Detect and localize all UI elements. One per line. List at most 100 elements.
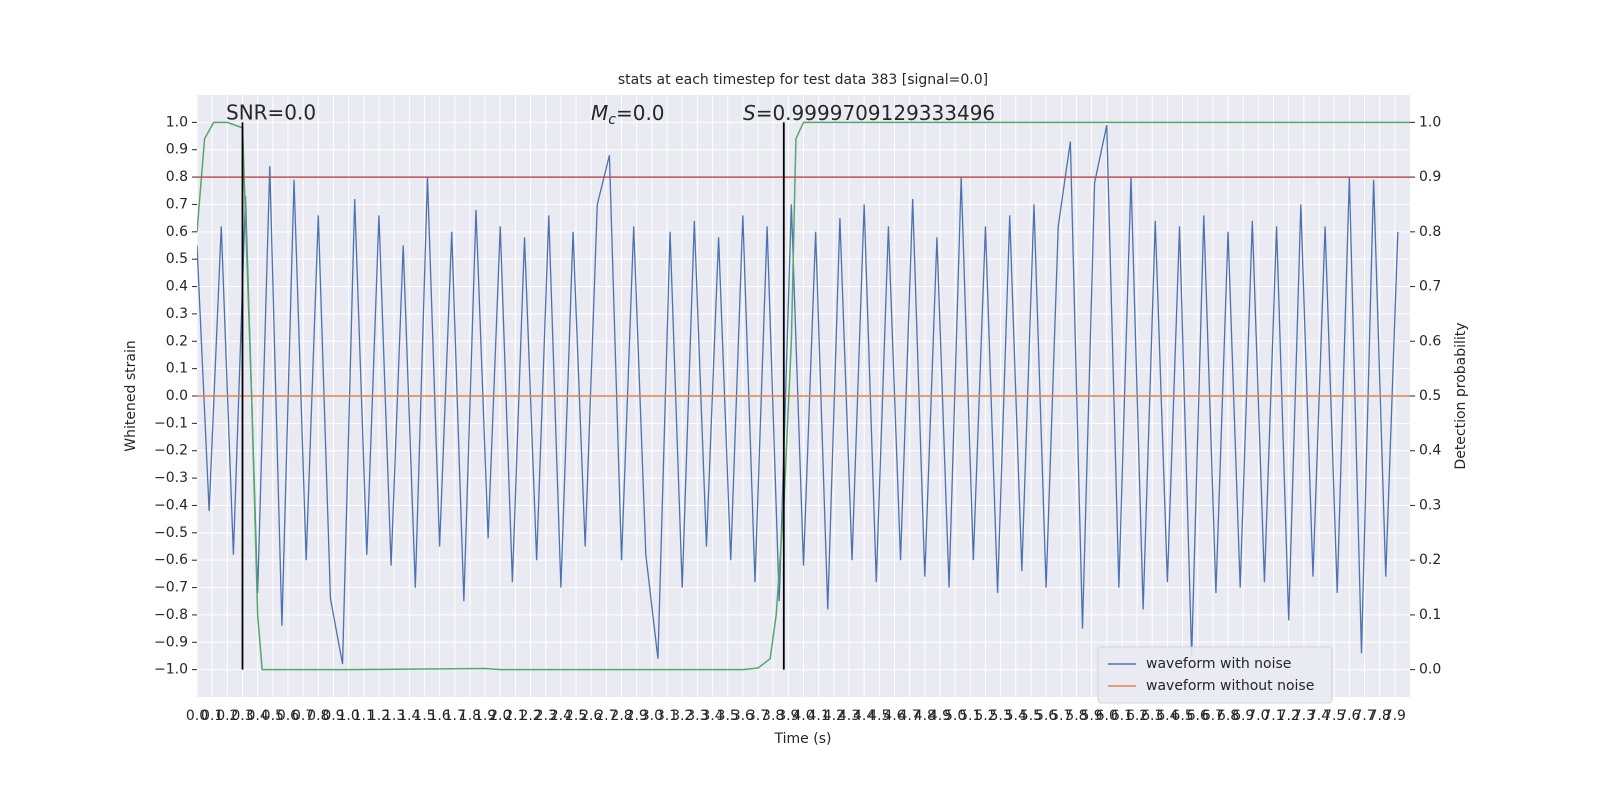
- y-tick-label: 0.9: [166, 142, 188, 158]
- y-tick-label: 0.4: [166, 279, 188, 295]
- x-tick-label: 3.0: [641, 708, 663, 724]
- x-tick-label: 2.5: [565, 708, 587, 724]
- y-tick-label: 0.3: [166, 306, 188, 322]
- y2-tick-label: 0.2: [1419, 552, 1441, 568]
- x-tick-label: 0.5: [262, 708, 284, 724]
- x-tick-label: 6.9: [1232, 708, 1254, 724]
- x-tick-label: 7.5: [1323, 708, 1345, 724]
- x-tick-label: 0.4: [247, 708, 269, 724]
- x-tick-label: 1.5: [413, 708, 435, 724]
- x-tick-label: 4.2: [823, 708, 845, 724]
- legend-label: waveform with noise: [1146, 656, 1291, 672]
- x-tick-label: 1.8: [459, 708, 481, 724]
- x-tick-label: 6.8: [1217, 708, 1239, 724]
- x-tick-label: 5.0: [944, 708, 966, 724]
- y2-tick-label: 0.7: [1419, 279, 1441, 295]
- x-axis-label: Time (s): [774, 731, 832, 747]
- y-tick-label: −0.3: [154, 470, 188, 486]
- x-tick-label: 6.0: [1096, 708, 1118, 724]
- x-tick-label: 0.7: [292, 708, 314, 724]
- x-tick-label: 5.2: [974, 708, 996, 724]
- y-tick-label: 0.1: [166, 361, 188, 377]
- y-axis-label: Whitened strain: [123, 340, 139, 451]
- y2-tick-label: 0.8: [1419, 224, 1441, 240]
- x-tick-label: 0.9: [322, 708, 344, 724]
- x-tick-label: 7.6: [1338, 708, 1360, 724]
- y-tick-label: 0.2: [166, 333, 188, 349]
- x-tick-label: 7.2: [1278, 708, 1300, 724]
- annotation-part: =0.9999709129333496: [756, 101, 995, 125]
- x-tick-label: 4.5: [868, 708, 890, 724]
- x-tick-label: 4.1: [808, 708, 830, 724]
- x-tick-label: 7.7: [1353, 708, 1375, 724]
- x-tick-label: 5.9: [1080, 708, 1102, 724]
- x-tick-label: 3.3: [686, 708, 708, 724]
- x-tick-label: 3.9: [777, 708, 799, 724]
- x-tick-label: 7.9: [1384, 708, 1406, 724]
- y2-tick-label: 0.9: [1419, 169, 1441, 185]
- x-tick-label: 2.6: [580, 708, 602, 724]
- x-tick-label: 1.6: [428, 708, 450, 724]
- x-tick-label: 3.4: [701, 708, 723, 724]
- y-tick-label: −0.9: [154, 634, 188, 650]
- x-tick-label: 5.5: [1020, 708, 1042, 724]
- x-tick-label: 1.9: [474, 708, 496, 724]
- y-tick-label: 0.7: [166, 196, 188, 212]
- y-tick-label: 0.0: [166, 388, 188, 404]
- x-tick-label: 4.4: [853, 708, 875, 724]
- plot-area: [197, 121, 1410, 671]
- x-tick-label: 4.0: [792, 708, 814, 724]
- legend-box: [1097, 646, 1333, 704]
- x-tick-label: 3.8: [762, 708, 784, 724]
- x-tick-label: 1.2: [368, 708, 390, 724]
- y-tick-label: 0.6: [166, 224, 188, 240]
- y2-tick-label: 0.6: [1419, 333, 1441, 349]
- x-tick-label: 1.7: [444, 708, 466, 724]
- y-tick-label: 0.8: [166, 169, 188, 185]
- x-tick-label: 0.1: [201, 708, 223, 724]
- y-tick-label: −0.6: [154, 552, 188, 568]
- y2-axis-label: Detection probability: [1453, 322, 1469, 469]
- x-tick-label: 2.4: [550, 708, 572, 724]
- x-tick-label: 0.2: [216, 708, 238, 724]
- x-tick-label: 7.1: [1262, 708, 1284, 724]
- x-tick-label: 4.7: [899, 708, 921, 724]
- x-tick-label: 4.3: [838, 708, 860, 724]
- legend-label: waveform without noise: [1146, 678, 1314, 694]
- x-tick-label: 5.6: [1035, 708, 1057, 724]
- y2-tick-label: 0.1: [1419, 607, 1441, 623]
- x-tick-label: 5.4: [1005, 708, 1027, 724]
- y-tick-label: −0.7: [154, 580, 188, 596]
- x-tick-label: 2.8: [610, 708, 632, 724]
- chart-title: stats at each timestep for test data 383…: [618, 72, 988, 88]
- x-tick-label: 2.7: [595, 708, 617, 724]
- x-tick-label: 0.8: [307, 708, 329, 724]
- y-tick-label: −0.5: [154, 525, 188, 541]
- annotation-part: c: [608, 112, 616, 128]
- series-line: [197, 124, 1399, 665]
- x-tick-label: 4.9: [929, 708, 951, 724]
- y-tick-label: 0.5: [166, 251, 188, 267]
- x-tick-label: 2.0: [489, 708, 511, 724]
- x-tick-label: 7.8: [1369, 708, 1391, 724]
- x-tick-label: 6.3: [1141, 708, 1163, 724]
- annotation-part: =0.0: [616, 101, 665, 125]
- x-tick-label: 5.3: [989, 708, 1011, 724]
- x-tick-label: 0.6: [277, 708, 299, 724]
- y-tick-label: −0.1: [154, 415, 188, 431]
- y2-tick-label: 1.0: [1419, 114, 1441, 130]
- x-tick-label: 5.7: [1050, 708, 1072, 724]
- annotation: Mc=0.0: [591, 101, 665, 129]
- x-tick-label: 3.1: [656, 708, 678, 724]
- x-tick-label: 6.1: [1111, 708, 1133, 724]
- x-tick-label: 6.6: [1187, 708, 1209, 724]
- x-tick-label: 0.3: [231, 708, 253, 724]
- series-line: [197, 121, 1410, 671]
- y-tick-label: −0.2: [154, 443, 188, 459]
- x-tick-label: 3.6: [732, 708, 754, 724]
- x-tick-label: 1.0: [337, 708, 359, 724]
- x-tick-label: 6.5: [1171, 708, 1193, 724]
- x-tick-label: 7.4: [1308, 708, 1330, 724]
- y-tick-label: 1.0: [166, 114, 188, 130]
